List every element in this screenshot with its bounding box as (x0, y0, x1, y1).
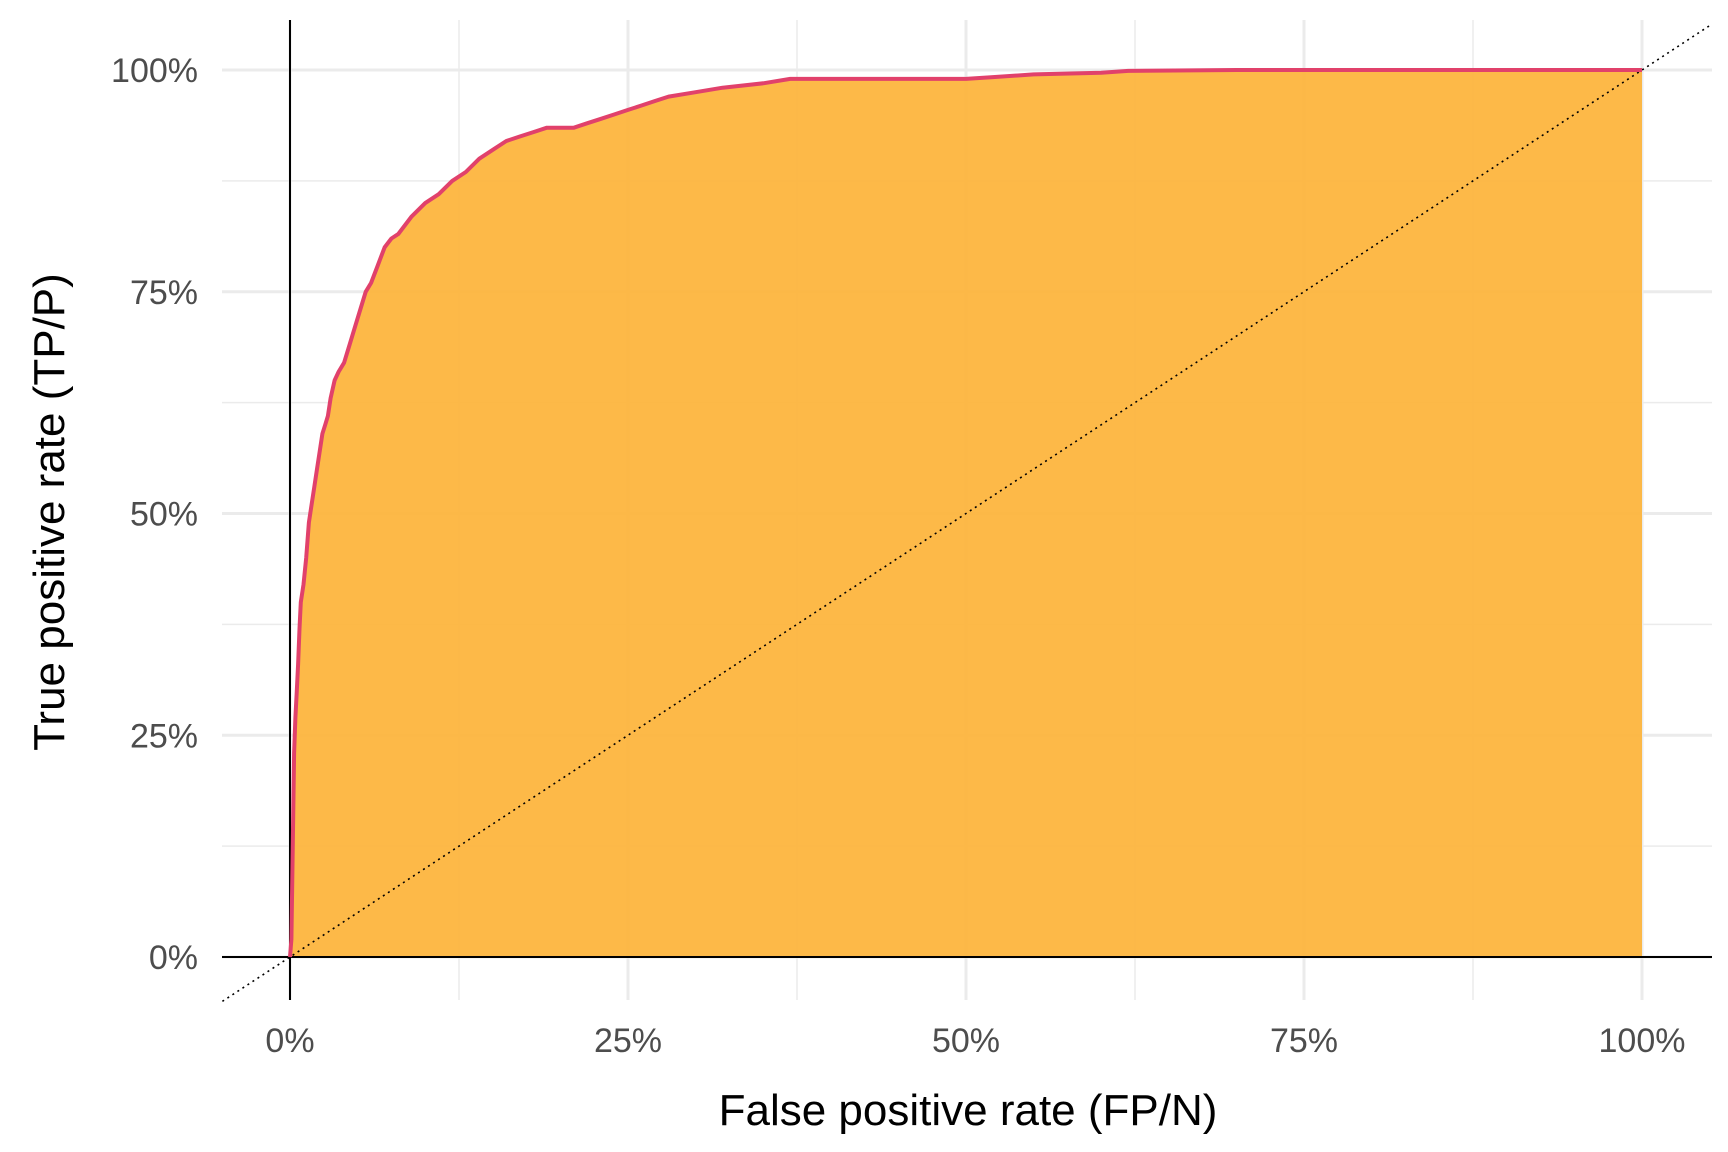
y-tick-label: 25% (130, 717, 198, 755)
x-tick-label: 100% (1599, 1022, 1686, 1060)
axes (222, 20, 1712, 1000)
x-tick-label: 0% (265, 1022, 314, 1060)
y-axis-title: True positive rate (TP/P) (25, 273, 74, 751)
y-tick-label: 0% (149, 939, 198, 977)
y-tick-label: 100% (111, 52, 198, 90)
diagonal-line (221, 24, 1711, 1003)
y-tick-label: 50% (130, 496, 198, 534)
reference-diagonal (221, 24, 1711, 1003)
y-tick-label: 75% (130, 274, 198, 312)
x-tick-label: 75% (1270, 1022, 1338, 1060)
roc-curve (288, 68, 1642, 958)
y-tick-labels: 0% 25% 50% 75% 100% (111, 52, 198, 977)
x-tick-labels: 0% 25% 50% 75% 100% (265, 1022, 1685, 1060)
x-tick-label: 25% (594, 1022, 662, 1060)
roc-line (288, 68, 1642, 958)
x-axis-title: False positive rate (FP/N) (719, 1086, 1218, 1135)
x-tick-label: 50% (932, 1022, 1000, 1060)
